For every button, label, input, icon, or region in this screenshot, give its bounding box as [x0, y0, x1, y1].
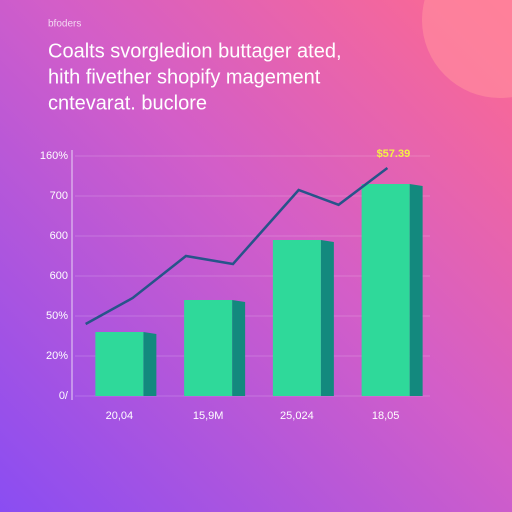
bar [361, 184, 410, 396]
bar-side [232, 300, 246, 396]
title-line: cntevarat. buclore [48, 92, 207, 114]
x-tick-label: 20,04 [106, 410, 134, 422]
y-tick-label: 600 [50, 270, 68, 282]
y-tick-label: 700 [50, 190, 68, 202]
y-tick-label: 50% [46, 310, 68, 322]
x-tick-label: 18,05 [372, 410, 400, 422]
title-line: hith fivether shopify magement [48, 66, 321, 88]
y-tick-label: 20% [46, 350, 68, 362]
x-tick-label: 15,9M [193, 410, 224, 422]
bar [272, 240, 321, 396]
y-tick-label: 160% [40, 150, 68, 162]
y-tick-label: 0/ [59, 390, 69, 402]
x-tick-label: 25,024 [280, 410, 314, 422]
title-line: Coalts svorgledion buttager ated, [48, 40, 342, 62]
bar [184, 300, 233, 396]
y-tick-label: 600 [50, 230, 68, 242]
bar-side [409, 184, 423, 396]
decor-circle [422, 0, 512, 98]
bar-side [320, 240, 334, 396]
annotation: $57.39 [377, 148, 411, 160]
line [85, 167, 389, 326]
eyebrow: bfoders [48, 19, 81, 30]
bar-side [143, 332, 157, 396]
bar [95, 332, 144, 396]
